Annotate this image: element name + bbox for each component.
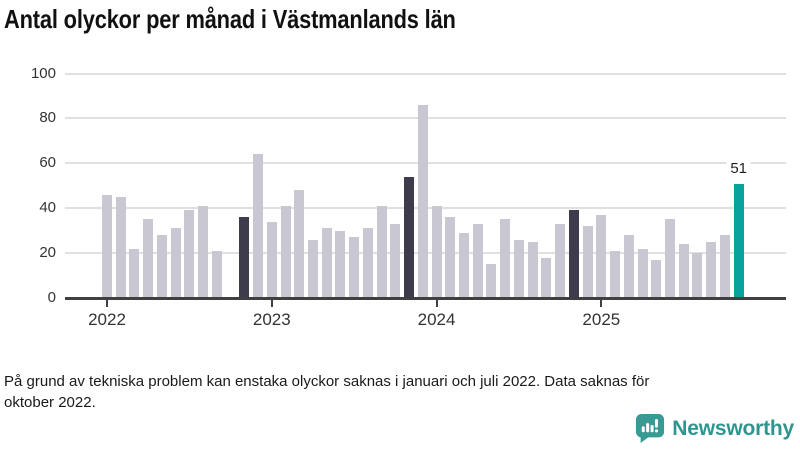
bar-2024-07 (513, 239, 524, 298)
bar-2023-01 (266, 221, 277, 298)
bar-2024-04 (472, 223, 483, 298)
bar-2023-11-dark (404, 176, 415, 298)
x-axis-tick (106, 300, 108, 307)
bar-2024-09 (541, 257, 552, 298)
bar-2023-04 (307, 239, 318, 298)
chart-footnote: På grund av tekniska problem kan enstaka… (4, 373, 650, 411)
y-axis-tick-label: 60 (39, 154, 56, 172)
bar-2023-10 (390, 223, 401, 298)
bar-2023-02 (280, 205, 291, 298)
bar-2022-03 (129, 248, 140, 298)
bar-2022-09 (211, 250, 222, 298)
bar-2023-12 (417, 105, 428, 298)
bar-2025-05 (651, 259, 662, 298)
bar-2024-08 (527, 241, 538, 298)
y-axis-tick-label: 80 (39, 109, 56, 127)
bar-2025-04 (637, 248, 648, 298)
bar-2022-08 (198, 205, 209, 298)
bar-2022-06 (170, 228, 181, 298)
bar-2023-05 (321, 228, 332, 298)
x-axis-line (65, 297, 786, 300)
x-axis-tick-label: 2022 (88, 310, 126, 329)
bar-2023-07 (349, 237, 360, 298)
x-axis-tick-label: 2023 (252, 310, 291, 329)
x-axis-tick (600, 300, 603, 307)
y-axis-tick-label: 0 (47, 289, 56, 306)
newsworthy-logo: Newsworthy (635, 413, 794, 444)
x-axis-tick-label: 2025 (582, 310, 621, 329)
y-axis-tick-label: 100 (30, 64, 56, 82)
bar-2024-01 (431, 205, 442, 298)
bar-2024-06 (500, 219, 511, 298)
newsworthy-logo-text: Newsworthy (672, 416, 794, 440)
bar-chart-plot-area: 0 20 40 60 80 100 51 2022 2023 2024 2025 (30, 64, 786, 329)
bar-2025-08 (692, 253, 703, 298)
bar-2025-11-highlight (733, 183, 744, 298)
newsworthy-speech-bubble-bar-chart-icon (636, 413, 665, 444)
bar-2022-04 (143, 219, 154, 298)
bar-2023-03 (294, 190, 305, 298)
bar-value-label: 51 (726, 159, 752, 177)
y-axis-tick-label: 20 (39, 244, 56, 262)
bar-2024-02 (445, 217, 456, 298)
bar-2022-02 (115, 197, 126, 298)
bar-2025-01 (596, 214, 607, 298)
bar-2024-05 (486, 264, 497, 298)
bar-2025-02 (610, 250, 621, 298)
bar-2025-10 (719, 235, 730, 298)
bar-2022-05 (156, 235, 167, 298)
bar-2022-07 (184, 210, 195, 298)
chart-title: Antal olyckor per månad i Västmanlands l… (4, 4, 456, 34)
bar-2024-10 (555, 223, 566, 298)
bar-2025-07 (678, 244, 689, 298)
bar-2025-06 (665, 219, 675, 298)
y-gridline (65, 72, 786, 75)
bar-2023-08 (362, 228, 373, 298)
bar-2023-06 (335, 230, 346, 298)
bar-2024-11-dark (568, 210, 579, 298)
bar-2025-03 (623, 235, 634, 298)
x-axis-tick (435, 300, 438, 307)
bar-2023-09 (376, 205, 387, 298)
bar-2022-12 (253, 154, 264, 298)
bar-2022-11-dark (239, 217, 250, 298)
bar-2024-03 (459, 232, 470, 298)
bar-2024-12 (582, 226, 593, 298)
x-axis-tick (270, 300, 273, 307)
bar-2022-01 (102, 194, 112, 298)
x-axis-tick-label: 2024 (417, 310, 456, 329)
bar-2025-09 (706, 241, 717, 298)
y-axis-tick-label: 40 (39, 199, 56, 217)
